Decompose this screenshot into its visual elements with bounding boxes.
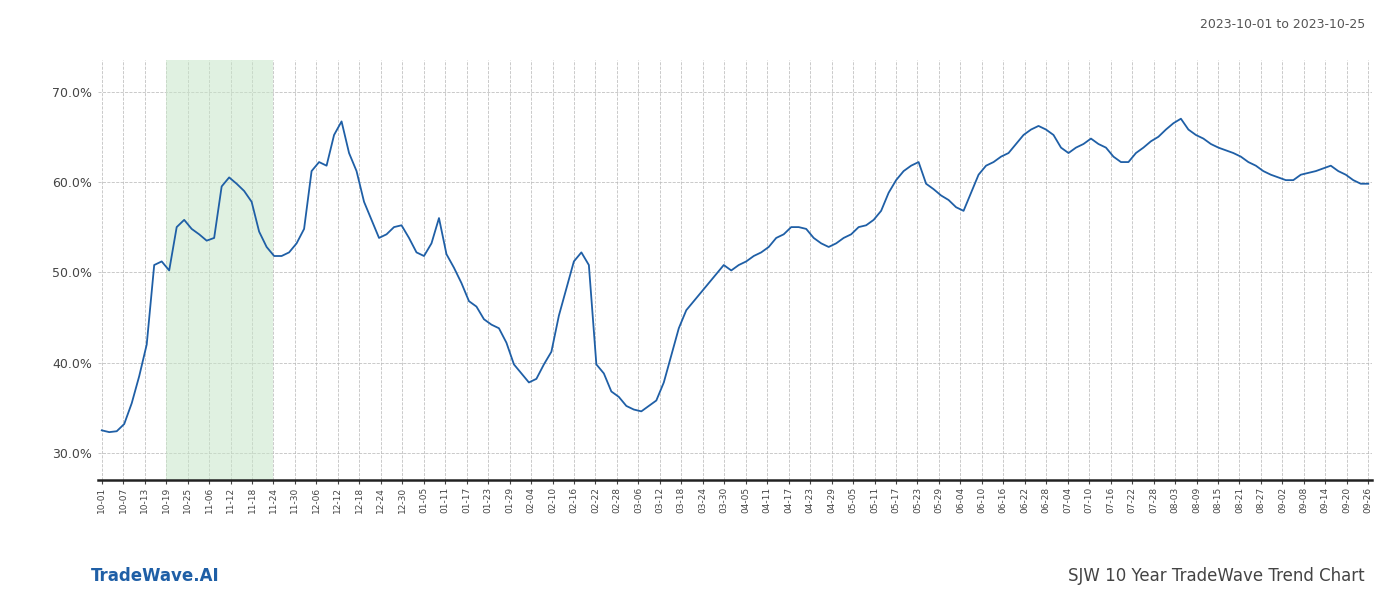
- Text: 2023-10-01 to 2023-10-25: 2023-10-01 to 2023-10-25: [1200, 18, 1365, 31]
- Text: SJW 10 Year TradeWave Trend Chart: SJW 10 Year TradeWave Trend Chart: [1068, 567, 1365, 585]
- Text: TradeWave.AI: TradeWave.AI: [91, 567, 220, 585]
- Bar: [167, 60, 273, 480]
